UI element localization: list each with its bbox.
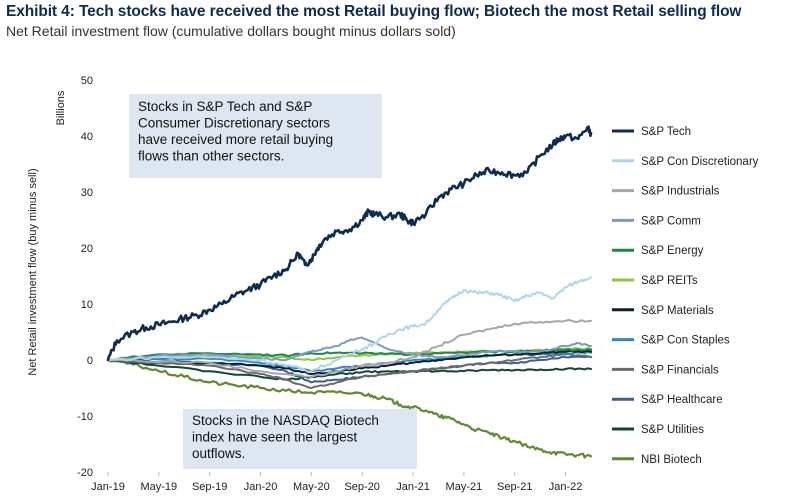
series-line-s-p-financials [107, 353, 592, 389]
series-line-s-p-tech [106, 125, 593, 362]
legend-label: S&P Con Staples [641, 335, 730, 347]
legend-label: S&P Materials [641, 305, 714, 317]
legend-label: S&P Comm [641, 215, 701, 227]
series-line-s-p-industrials [107, 318, 592, 378]
x-tick-label: Jan-19 [91, 481, 125, 493]
y-axis-unit: Billions [55, 90, 67, 125]
legend-label: S&P Con Discretionary [641, 156, 759, 168]
x-tick-label: Jan-22 [549, 481, 583, 493]
y-axis-label: Net Retail investment flow (buy minus se… [27, 168, 39, 375]
annotation-line: index have seen the largest [192, 430, 357, 445]
legend-label: S&P Financials [641, 364, 719, 376]
y-tick-label: -10 [77, 411, 93, 423]
y-axis: -20 -10 0 10 20 30 40 50 [77, 75, 93, 479]
annotation-line: outflows. [192, 446, 245, 461]
y-tick-label: 20 [81, 243, 93, 255]
annotation-line: have received more retail buying [138, 132, 333, 147]
x-axis: Jan-19 May-19 Sep-19 Jan-20 May-20 Sep-20 Jan-… [91, 472, 582, 493]
annotation-box [183, 409, 417, 469]
annotation-line: flows than other sectors. [138, 149, 284, 164]
series-line-s-p-materials [107, 349, 592, 375]
y-tick-label: 40 [81, 131, 93, 143]
annotations: Stocks in S&P Tech and S&P Consumer Discr… [129, 94, 417, 469]
exhibit-subtitle: Net Retail investment flow (cumulative d… [6, 23, 456, 39]
legend-label: NBI Biotech [641, 454, 702, 466]
legend-label: S&P Healthcare [641, 394, 723, 406]
legend-label: S&P REITs [641, 275, 698, 287]
y-tick-label: -20 [77, 467, 93, 479]
legend-label: S&P Utilities [641, 424, 704, 436]
x-tick-label: Jan-20 [244, 481, 278, 493]
y-tick-label: 10 [81, 299, 93, 311]
series-lines [106, 125, 593, 459]
x-tick-label: May-19 [140, 481, 177, 493]
x-tick-label: May-21 [446, 481, 483, 493]
series-line-nbi-biotech [106, 358, 593, 459]
annotation-box [129, 94, 382, 178]
y-tick-label: 0 [87, 355, 93, 367]
x-tick-label: Jan-21 [396, 481, 430, 493]
legend-label: S&P Tech [641, 126, 691, 138]
x-tick-label: Sep-21 [497, 481, 532, 493]
legend: S&P Tech S&P Con Discretionary S&P Industr… [612, 126, 759, 466]
y-tick-label: 50 [81, 75, 93, 87]
x-tick-label: Sep-20 [344, 481, 379, 493]
exhibit-title: Exhibit 4: Tech stocks have received the… [6, 3, 742, 20]
legend-label: S&P Energy [641, 245, 704, 257]
annotation-line: Consumer Discretionary sectors [138, 116, 330, 131]
annotation-line: Stocks in S&P Tech and S&P [138, 99, 312, 114]
x-tick-label: Sep-19 [192, 481, 227, 493]
legend-label: S&P Industrials [641, 186, 720, 198]
series-line-s-p-utilities [107, 359, 592, 381]
y-tick-label: 30 [81, 187, 93, 199]
x-tick-label: May-20 [293, 481, 330, 493]
series-line-s-p-con-discretionary [107, 276, 592, 374]
annotation-line: Stocks in the NASDAQ Biotech [192, 413, 379, 428]
